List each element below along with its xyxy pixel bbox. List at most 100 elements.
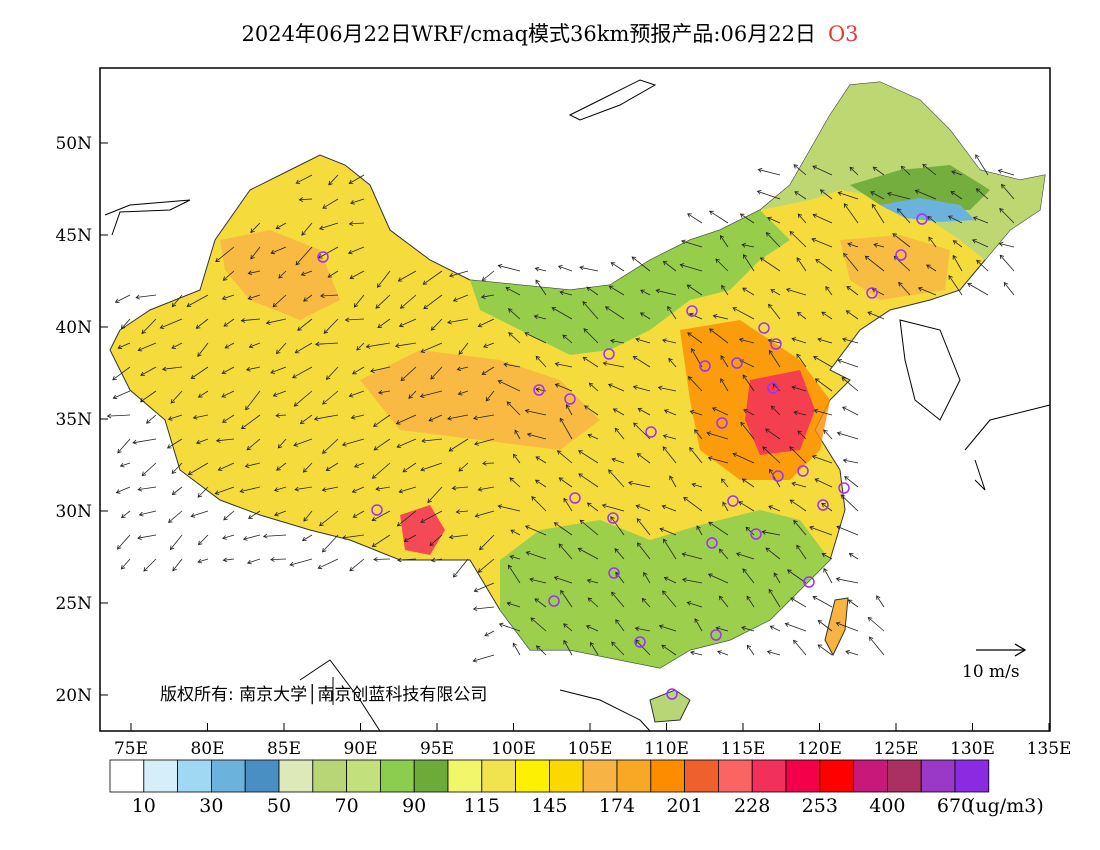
wind-vector <box>170 390 183 404</box>
wind-vector <box>822 553 833 560</box>
wind-vector <box>789 499 807 512</box>
wind-vector-head <box>479 545 484 551</box>
wind-vector <box>506 401 521 416</box>
wind-vector <box>508 308 521 320</box>
wind-vector-head <box>375 486 380 492</box>
wind-vector-head <box>395 420 401 425</box>
wind-vector-head <box>578 450 583 455</box>
wind-vector <box>582 356 599 368</box>
wind-vector-head <box>297 326 302 331</box>
wind-vector-head <box>738 501 743 506</box>
wind-vector <box>638 408 651 416</box>
wind-vector <box>809 526 833 536</box>
wind-vector <box>740 422 755 440</box>
wind-vector <box>373 414 391 427</box>
wind-vector <box>475 510 495 517</box>
wind-vector <box>659 625 677 632</box>
wind-vector <box>720 355 729 368</box>
lat-label: 45N <box>55 226 92 246</box>
wind-vector <box>662 590 677 608</box>
wind-vector <box>447 414 469 420</box>
wind-vector <box>614 548 625 560</box>
wind-vector-head <box>762 446 767 451</box>
wind-vector <box>218 462 235 471</box>
wind-vector-head <box>999 207 1004 213</box>
wind-vector <box>849 167 859 176</box>
wind-vector <box>270 366 287 374</box>
south-green-region <box>500 510 830 668</box>
wind-vector-head <box>667 306 672 311</box>
colorbar-tick-label: 228 <box>734 795 771 817</box>
japan-coastline <box>964 404 1051 491</box>
wind-vector <box>999 243 1015 248</box>
wind-vector-head <box>611 641 616 647</box>
wind-vector-head <box>790 597 795 602</box>
wind-vector <box>840 494 859 512</box>
site-marker <box>607 512 619 524</box>
wind-vector-head <box>689 446 694 452</box>
wind-vector-head <box>474 513 480 518</box>
wind-vector <box>527 433 547 440</box>
wind-vector-head <box>876 595 881 600</box>
wind-vector-head <box>735 552 741 557</box>
wind-vector-head <box>631 256 637 261</box>
wind-vector-head <box>1003 281 1009 287</box>
wind-vector-head <box>480 294 486 299</box>
wind-vector-head <box>821 311 826 316</box>
wind-vector-head <box>484 632 490 637</box>
wind-vector-head <box>607 383 613 388</box>
wind-vector <box>709 328 729 344</box>
wind-vector-head <box>274 511 279 517</box>
wind-vector <box>815 259 833 272</box>
wind-vector <box>141 462 157 476</box>
wind-vector <box>689 447 703 464</box>
wind-vector-head <box>694 618 699 623</box>
wind-vector-head <box>141 329 146 335</box>
wind-vector <box>117 342 131 349</box>
wind-vector <box>743 254 755 272</box>
wind-vector <box>999 208 1015 224</box>
wind-vector-head <box>143 567 148 572</box>
wind-vector-head <box>742 568 747 573</box>
wind-vector-head <box>512 642 517 648</box>
wind-vector <box>719 548 729 560</box>
wind-vector-head <box>841 406 847 411</box>
colorbar-tick-label: 400 <box>869 795 906 817</box>
wind-vector <box>322 198 339 209</box>
wind-vector <box>842 338 859 344</box>
lake-baikal-outline <box>568 79 657 121</box>
wind-vector <box>456 510 469 513</box>
wind-vector-head <box>687 376 693 381</box>
wind-vector <box>141 318 157 334</box>
wind-vector-head <box>477 568 483 573</box>
wind-vector <box>659 528 677 536</box>
wind-vector <box>865 255 885 272</box>
wind-vector-head <box>577 547 583 553</box>
site-marker <box>916 213 928 225</box>
wind-vector-head <box>428 417 434 422</box>
wind-vector-head <box>773 572 778 578</box>
wind-vector-head <box>347 249 353 255</box>
wind-vector <box>482 462 495 464</box>
wind-vector-head <box>715 626 721 631</box>
wind-vector <box>583 328 599 344</box>
wind-vector-head <box>341 535 347 540</box>
wind-vector <box>769 469 781 488</box>
wind-vector-head <box>662 434 668 439</box>
wind-vector-head <box>610 262 616 267</box>
wind-vector-head <box>506 601 512 607</box>
wind-vector <box>140 390 157 403</box>
site-marker <box>634 636 646 648</box>
wind-vector-head <box>741 242 747 248</box>
wind-vector-head <box>276 466 281 471</box>
wind-vector <box>812 455 833 464</box>
wind-vector-head <box>590 641 595 647</box>
wind-vector <box>328 174 339 186</box>
wind-vector-head <box>793 519 798 525</box>
wind-vector <box>132 438 157 444</box>
wind-vector <box>143 558 157 572</box>
wind-vector-head <box>394 343 400 349</box>
wind-vector <box>870 191 885 200</box>
wind-vector-head <box>526 432 532 438</box>
korea-coastline <box>899 319 961 421</box>
